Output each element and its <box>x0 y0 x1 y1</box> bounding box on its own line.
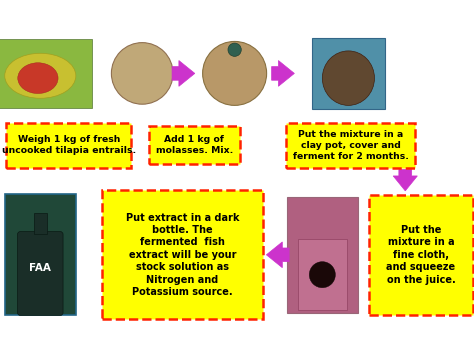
FancyBboxPatch shape <box>298 239 347 310</box>
Text: Put the mixture in a
clay pot, cover and
ferment for 2 months.: Put the mixture in a clay pot, cover and… <box>293 130 409 161</box>
FancyBboxPatch shape <box>0 39 92 108</box>
FancyBboxPatch shape <box>286 123 415 168</box>
Ellipse shape <box>202 42 266 105</box>
FancyBboxPatch shape <box>5 194 76 315</box>
FancyBboxPatch shape <box>34 213 47 235</box>
FancyBboxPatch shape <box>7 123 131 168</box>
FancyBboxPatch shape <box>102 190 263 320</box>
Ellipse shape <box>309 262 336 288</box>
Ellipse shape <box>228 43 241 56</box>
Text: FAA: FAA <box>29 263 51 272</box>
Polygon shape <box>266 242 289 268</box>
FancyBboxPatch shape <box>149 127 240 164</box>
Polygon shape <box>172 60 195 86</box>
Text: Add 1 kg of
molasses. Mix.: Add 1 kg of molasses. Mix. <box>156 135 233 155</box>
FancyBboxPatch shape <box>312 38 385 109</box>
FancyBboxPatch shape <box>18 232 63 315</box>
Text: Put extract in a dark
bottle. The
fermented  fish
extract will be your
stock sol: Put extract in a dark bottle. The fermen… <box>126 212 239 297</box>
Text: Weigh 1 kg of fresh
uncooked tilapia entrails.: Weigh 1 kg of fresh uncooked tilapia ent… <box>2 135 136 155</box>
Ellipse shape <box>111 43 173 104</box>
Ellipse shape <box>18 63 58 93</box>
Polygon shape <box>272 60 294 86</box>
Ellipse shape <box>322 51 374 105</box>
Ellipse shape <box>5 53 76 98</box>
Text: Put the
mixture in a
fine cloth,
and squeeze
on the juice.: Put the mixture in a fine cloth, and squ… <box>386 225 456 285</box>
FancyBboxPatch shape <box>369 195 473 315</box>
Polygon shape <box>393 169 418 191</box>
FancyBboxPatch shape <box>287 197 358 313</box>
